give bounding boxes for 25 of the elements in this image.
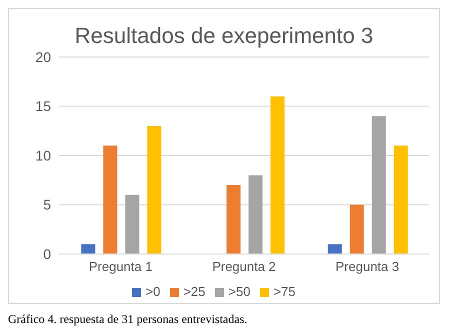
bar: [103, 146, 118, 254]
legend-label: >0: [145, 284, 160, 299]
bar: [226, 185, 241, 254]
bar: [125, 194, 140, 254]
legend-label: >75: [273, 284, 296, 299]
y-tick-label: 10: [35, 147, 52, 164]
bar: [328, 244, 342, 254]
x-tick-label: Pregunta 3: [336, 259, 400, 274]
legend-label: >25: [183, 284, 206, 299]
y-tick-label: 15: [35, 98, 52, 114]
x-tick-label: Pregunta 2: [212, 259, 276, 274]
bar: [372, 116, 386, 254]
bar: [350, 204, 364, 254]
bar: [394, 146, 408, 254]
bar: [270, 96, 285, 254]
x-tick-label: Pregunta 1: [88, 259, 152, 274]
bar: [81, 244, 96, 254]
legend-label: >50: [228, 284, 250, 299]
chart-title: Resultados de exeperimento 3: [74, 23, 374, 49]
y-tick-label: 20: [35, 48, 52, 65]
y-tick-label: 0: [43, 246, 52, 262]
text: Gráfico 4. respuesta de 31 personas entrevistadas.: [8, 312, 248, 327]
bar: [147, 126, 162, 254]
y-tick-label: 5: [43, 196, 52, 213]
bar: [248, 175, 263, 254]
